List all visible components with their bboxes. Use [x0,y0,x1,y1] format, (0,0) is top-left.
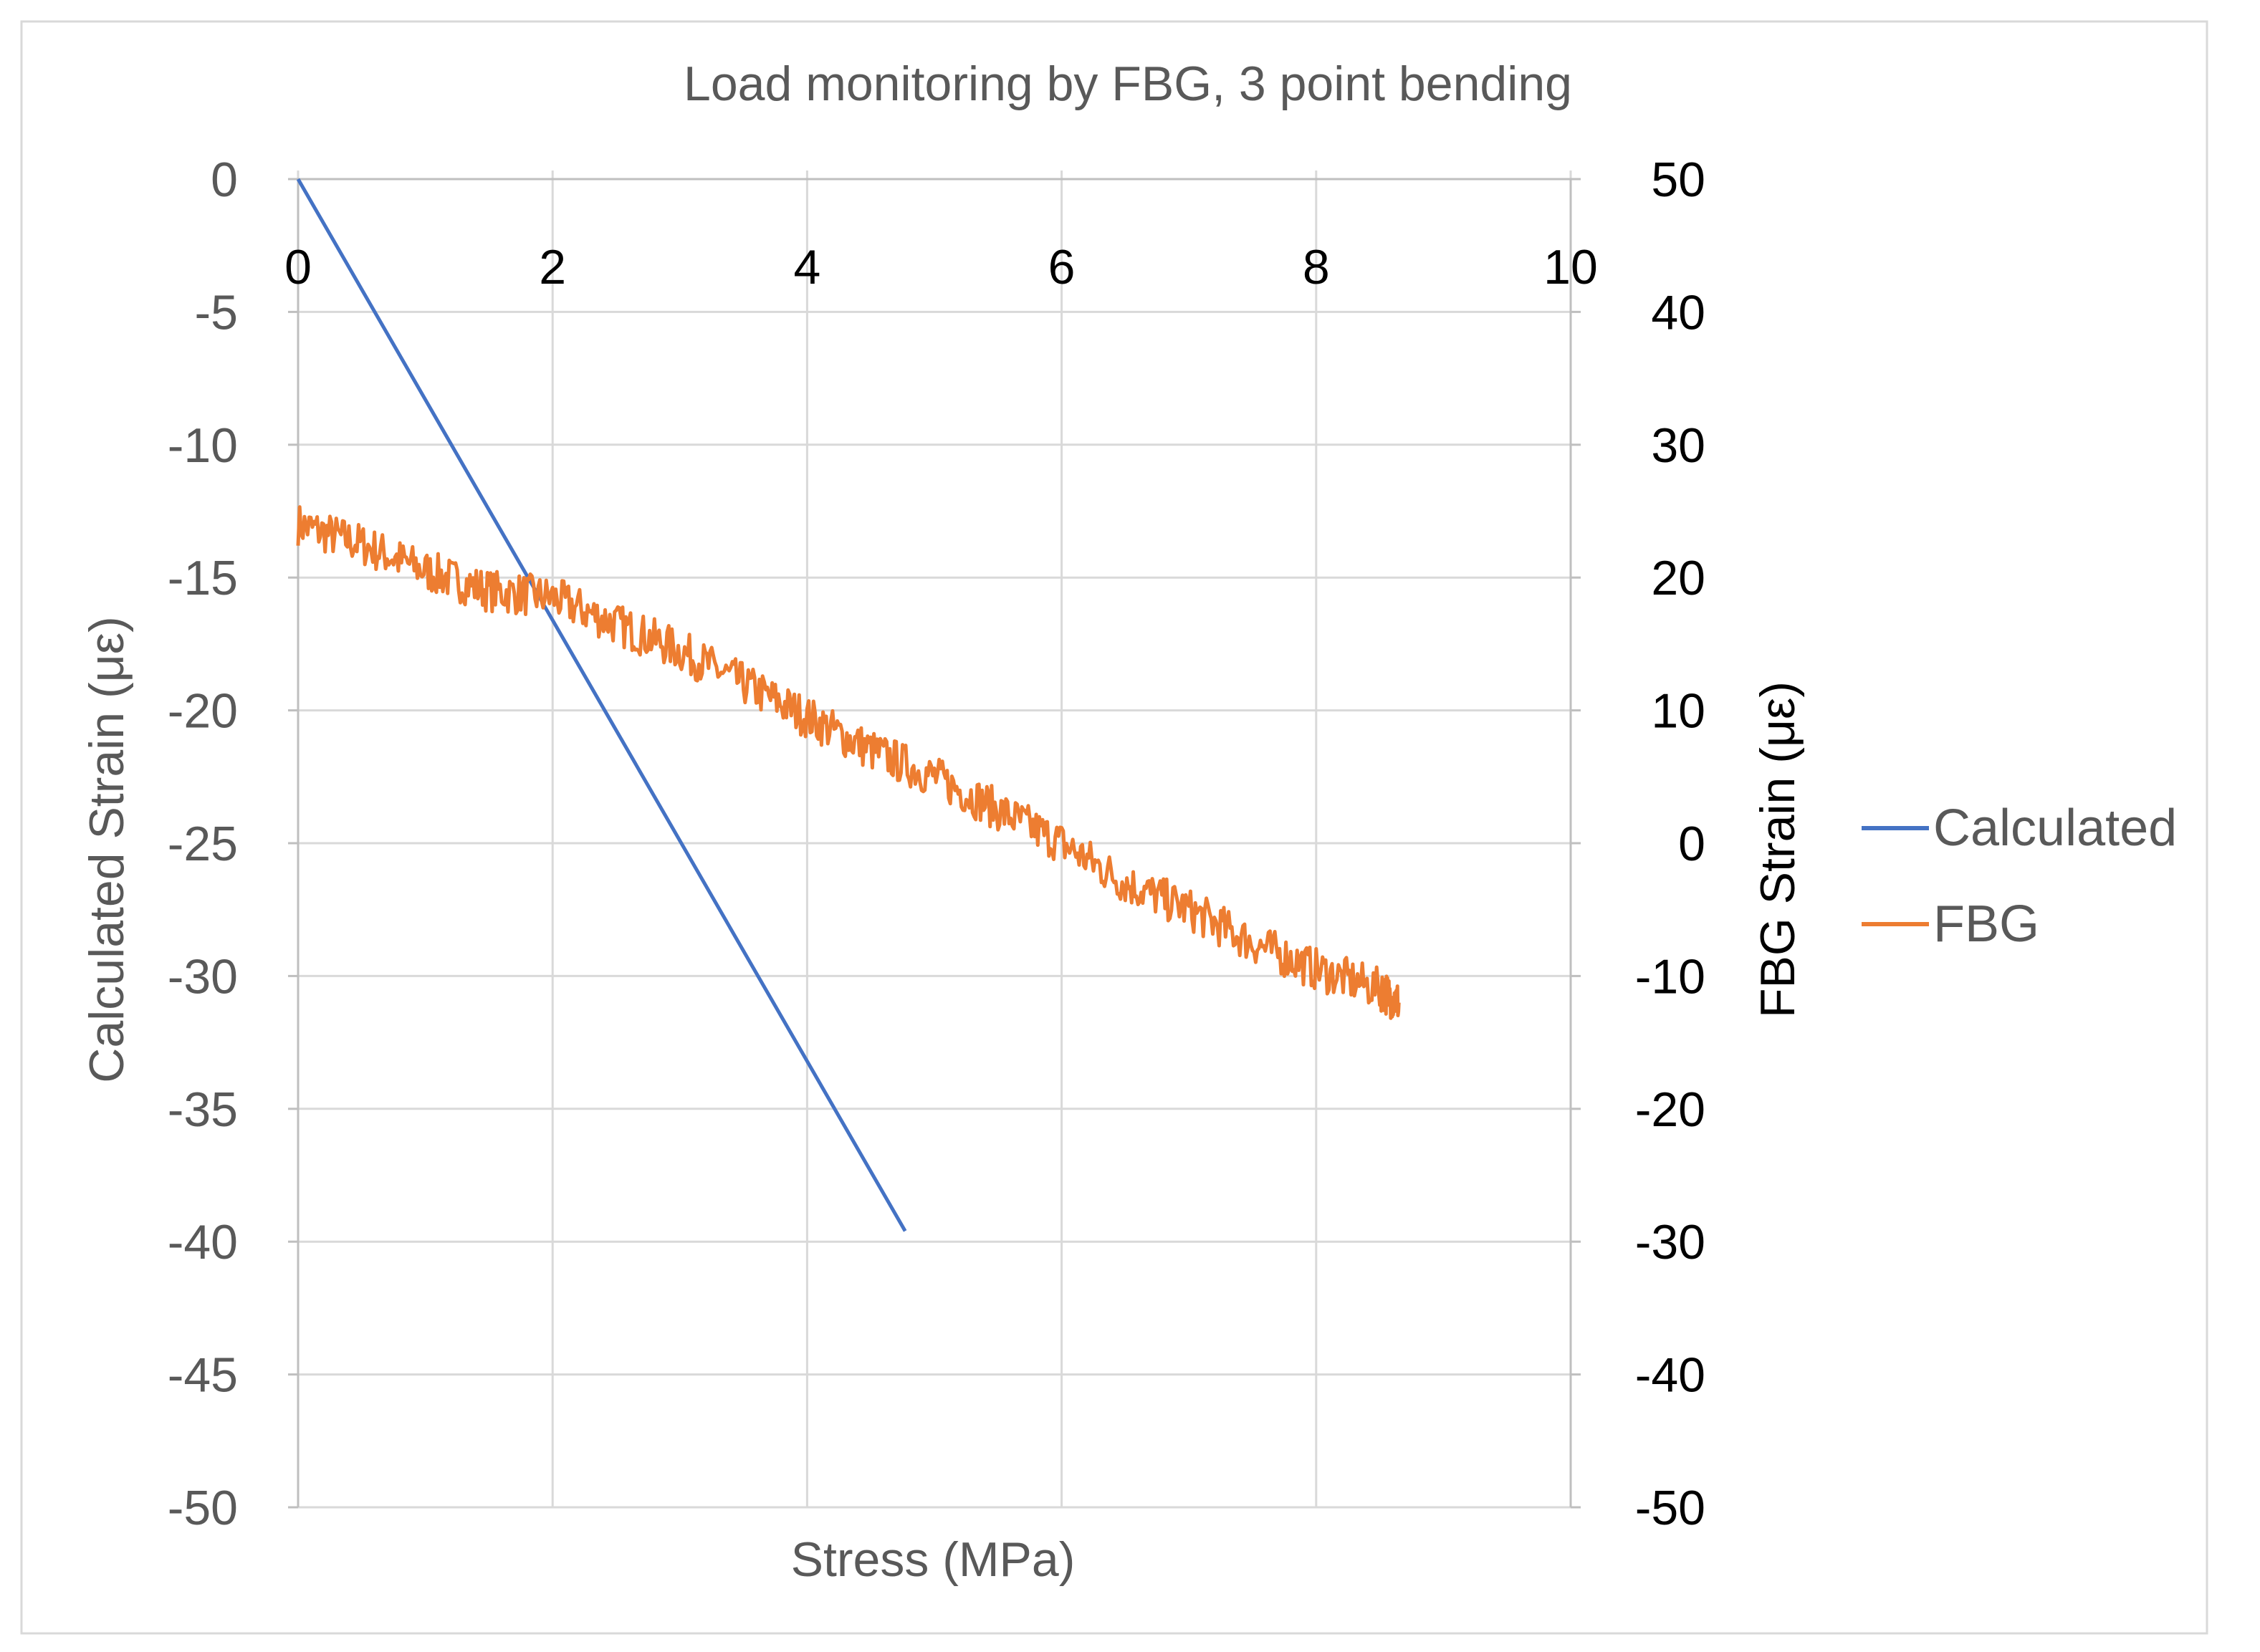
legend-label-calculated: Calculated [1933,799,2177,857]
y-right-tick-label: 50 [1651,153,1705,207]
y-right-tick-label: 40 [1651,285,1705,340]
y-right-tick-label: 30 [1651,418,1705,473]
y-right-tick-label: -10 [1635,949,1705,1004]
y-left-tick-label: -20 [168,684,238,739]
y-left-tick-label: -45 [168,1348,238,1403]
x-axis-ticks: 0 2 4 6 8 10 [284,240,1598,294]
y-right-tick-label: -40 [1635,1348,1705,1403]
y-left-tick-label: -30 [168,949,238,1004]
series-line-fbg [296,505,1401,1020]
chart-border [20,20,2208,1635]
x-tick-label: 4 [793,240,820,294]
y-right-axis-ticks: 50 40 30 20 10 0 -10 -20 -30 -40 -50 [1571,153,1705,1535]
x-axis-label: Stress (MPa) [791,1532,1076,1587]
y-right-tick-label: 0 [1678,817,1705,871]
y-left-tick-label: -5 [195,285,238,340]
legend-label-fbg: FBG [1933,895,2039,953]
x-tick-label: 2 [539,240,566,294]
y-left-tick-label: -15 [168,551,238,605]
y-left-axis-ticks: 0 -5 -10 -15 -20 -25 -30 -35 -40 -45 -50 [168,153,298,1535]
y-right-tick-label: -30 [1635,1215,1705,1269]
y-right-tick-label: -20 [1635,1082,1705,1137]
y-right-tick-label: 10 [1651,684,1705,739]
y-left-axis-label: Calculated Strain (με) [80,616,134,1083]
chart-title: Load monitoring by FBG, 3 point bending [684,57,1572,111]
x-tick-label: 8 [1303,240,1330,294]
x-tick-label: 6 [1048,240,1076,294]
series [296,178,1401,1232]
y-left-tick-label: 0 [211,153,238,207]
legend: Calculated FBG [1862,799,2177,953]
x-tick-label: 0 [284,240,312,294]
y-right-tick-label: -50 [1635,1481,1705,1535]
y-left-tick-label: -35 [168,1082,238,1137]
y-left-tick-label: -10 [168,418,238,473]
x-tick-label: 10 [1543,240,1598,294]
series-line-calculated [296,178,907,1232]
y-right-axis-label: FBG Strain (με) [1751,681,1805,1018]
y-left-tick-label: -50 [168,1481,238,1535]
y-left-tick-label: -25 [168,817,238,871]
y-right-tick-label: 20 [1651,551,1705,605]
y-left-tick-label: -40 [168,1215,238,1269]
